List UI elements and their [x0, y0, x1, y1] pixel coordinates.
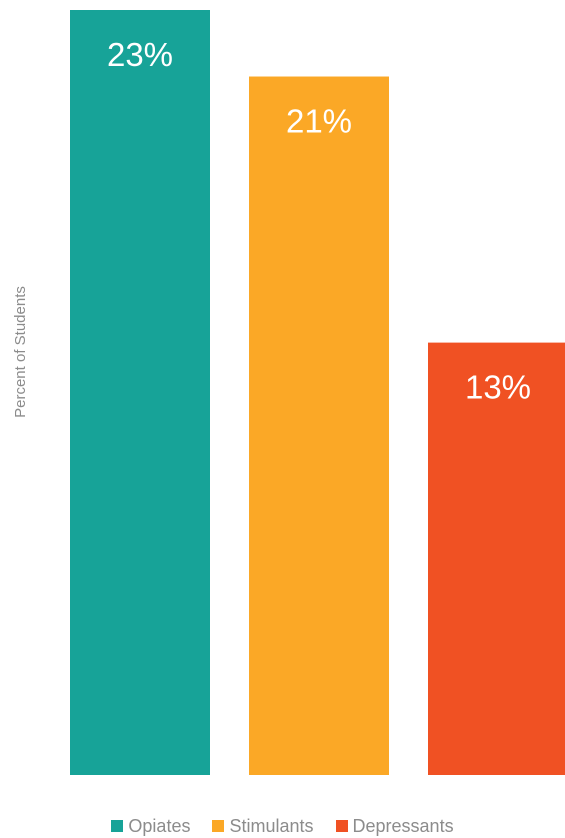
- legend: Opiates Stimulants Depressants: [0, 814, 565, 838]
- bar-stimulants: [249, 76, 389, 776]
- bar-chart: Percent of Students 23% 21% 13%: [12, 10, 565, 776]
- bar-opiates: [70, 10, 210, 775]
- bar-value-label-stimulants: 21%: [286, 103, 352, 140]
- legend-item-opiates: Opiates: [111, 816, 190, 837]
- bar-depressants: [428, 342, 565, 775]
- legend-item-stimulants: Stimulants: [212, 815, 314, 837]
- legend-swatch-opiates: [111, 820, 124, 832]
- bar-value-label-opiates: 23%: [107, 36, 173, 73]
- legend-item-depressants: Depressants: [335, 815, 454, 837]
- legend-label-opiates: Opiates: [128, 815, 191, 836]
- legend-swatch-stimulants: [212, 820, 225, 832]
- bar-value-label-depressants: 13%: [465, 369, 531, 406]
- legend-swatch-depressants: [335, 820, 348, 832]
- legend-label-depressants: Depressants: [352, 815, 454, 836]
- legend-label-stimulants: Stimulants: [229, 815, 314, 836]
- bars-group: 23% 21% 13%: [70, 10, 565, 776]
- y-axis-label: Percent of Students: [12, 286, 29, 418]
